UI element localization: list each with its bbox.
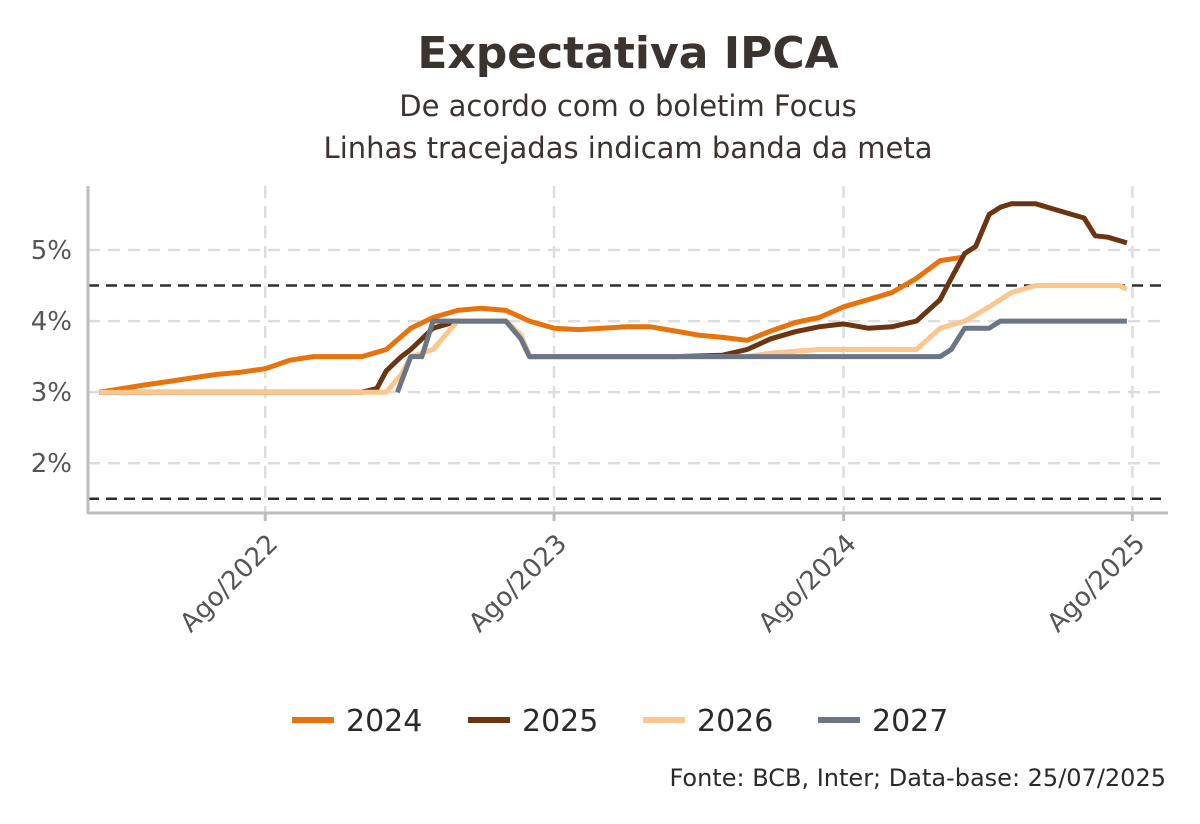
series-line-2025 bbox=[99, 201, 1128, 395]
chart-subtitle-line-1: De acordo com o boletim Focus bbox=[399, 89, 857, 123]
chart-title: Expectativa IPCA bbox=[417, 28, 838, 79]
x-tick-label-3: Ago/2025 bbox=[1042, 529, 1152, 639]
y-tick-label-3: 5% bbox=[31, 236, 72, 266]
series-lines bbox=[98, 201, 1128, 395]
target-band-lines bbox=[88, 284, 1168, 501]
y-tick-label-1: 3% bbox=[31, 378, 72, 408]
x-tick-label-2: Ago/2024 bbox=[753, 529, 863, 639]
legend: 2024 2025 2026 2027 bbox=[292, 704, 948, 739]
series-line-2026 bbox=[99, 283, 1128, 395]
grid-lines bbox=[88, 186, 1168, 513]
chart-subtitle-line-2: Linhas tracejadas indicam banda da meta bbox=[324, 131, 933, 165]
legend-label-2027: 2027 bbox=[872, 704, 948, 739]
y-tick-label-0: 2% bbox=[31, 449, 72, 479]
y-tick-label-2: 4% bbox=[31, 307, 72, 337]
legend-label-2026: 2026 bbox=[697, 704, 773, 739]
y-tick-labels: 2% 3% 4% 5% bbox=[31, 236, 72, 479]
legend-label-2025: 2025 bbox=[522, 704, 598, 739]
series-line-2027 bbox=[395, 318, 1127, 394]
chart-caption: Fonte: BCB, Inter; Data-base: 25/07/2025 bbox=[669, 764, 1166, 792]
x-tick-label-0: Ago/2022 bbox=[174, 529, 284, 639]
x-tick-labels: Ago/2022 Ago/2023 Ago/2024 Ago/2025 bbox=[174, 529, 1151, 639]
series-line-2024 bbox=[98, 254, 965, 395]
x-tick-label-1: Ago/2023 bbox=[463, 529, 573, 639]
legend-label-2024: 2024 bbox=[346, 704, 422, 739]
axes bbox=[86, 186, 1168, 521]
